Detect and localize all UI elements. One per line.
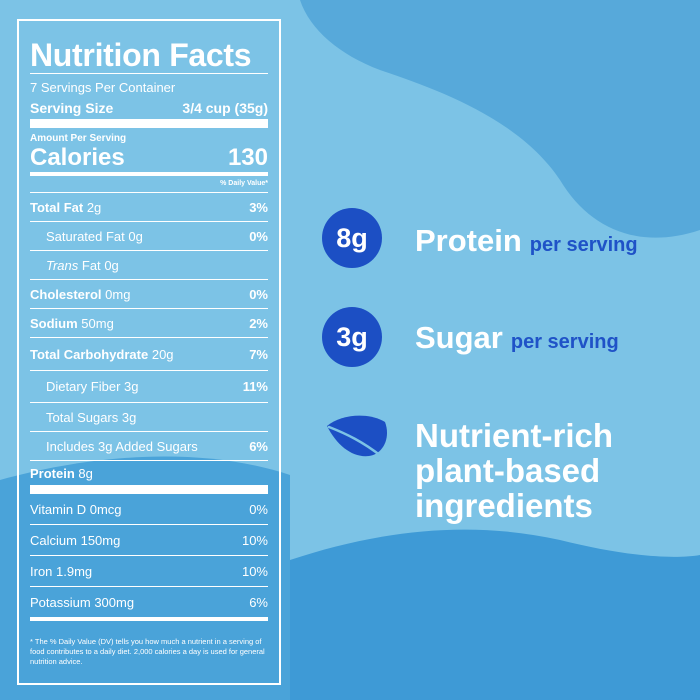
- protein-claim: Protein per serving: [415, 223, 638, 259]
- sugar-claim-label: Sugar: [415, 320, 503, 355]
- nutrient-line-2: plant-based: [415, 452, 601, 489]
- nutrient-line-1: Nutrient-rich: [415, 417, 613, 454]
- protein-value-badge: 8g: [322, 208, 382, 268]
- serving-size-label: Serving Size: [30, 100, 114, 116]
- sugar-claim: Sugar per serving: [415, 320, 619, 356]
- vitamin-row: Iron 1.9mg 10%: [30, 563, 268, 579]
- calories-value: 130: [227, 144, 268, 171]
- sugar-value-badge: 3g: [322, 307, 382, 367]
- nutrient-line-3: ingredients: [415, 487, 593, 524]
- nutrient-row: Cholesterol 0mg 0%: [30, 286, 268, 302]
- serving-size-row: Serving Size 3/4 cup (35g): [30, 97, 268, 119]
- nutrient-rich-claim: Nutrient-rich plant-based ingredients: [415, 418, 613, 523]
- amount-per-serving: Amount Per Serving: [30, 133, 127, 144]
- nutrient-row: Dietary Fiber 3g 11%: [46, 379, 268, 394]
- leaf-icon: [327, 415, 388, 458]
- servings-per-container: 7 Servings Per Container: [30, 80, 176, 95]
- nutrient-row: Protein 8g: [30, 465, 93, 481]
- vitamin-row: Vitamin D 0mcg 0%: [30, 501, 268, 517]
- nutrition-facts-title: Nutrition Facts: [30, 37, 252, 73]
- calories-row: Calories 130: [30, 144, 268, 172]
- daily-value-footnote: * The % Daily Value (DV) tells you how m…: [30, 637, 265, 666]
- vitamin-row: Potassium 300mg 6%: [30, 594, 268, 610]
- nutrition-facts-label: Nutrition Facts 7 Servings Per Container…: [17, 19, 281, 685]
- nutrient-row: Total Sugars 3g: [46, 409, 137, 425]
- protein-claim-label: Protein: [415, 223, 522, 258]
- vitamin-row: Calcium 150mg 10%: [30, 532, 268, 548]
- sugar-claim-sub: per serving: [510, 331, 619, 353]
- nutrient-row: Saturated Fat 0g 0%: [46, 228, 268, 244]
- serving-size-value: 3/4 cup (35g): [182, 100, 268, 116]
- nutrient-row: Trans Fat 0g: [46, 257, 119, 273]
- nutrient-row: Total Carbohydrate 20g 7%: [30, 346, 268, 362]
- daily-value-header: % Daily Value*: [220, 180, 268, 187]
- calories-label: Calories: [30, 144, 125, 171]
- nutrient-row: Includes 3g Added Sugars 6%: [46, 438, 268, 454]
- nutrient-row: Total Fat 2g 3%: [30, 199, 268, 215]
- nutrient-row: Sodium 50mg 2%: [30, 315, 268, 331]
- protein-claim-sub: per serving: [529, 234, 638, 256]
